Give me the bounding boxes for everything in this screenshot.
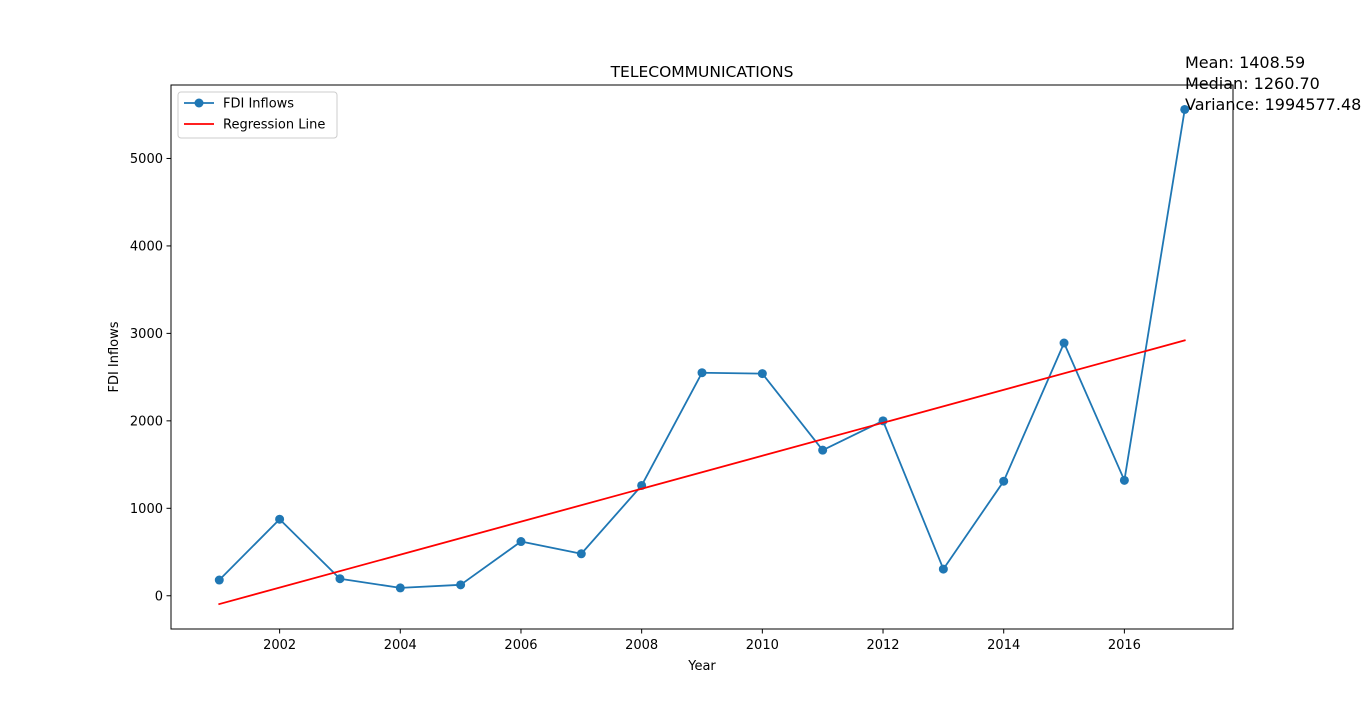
plot-frame: [170, 84, 1234, 630]
y-tick-label: 1000: [130, 502, 163, 517]
fdi-inflows-point: [697, 368, 707, 378]
y-axis-label: FDI Inflows: [107, 321, 122, 392]
legend-fdi-label: FDI Inflows: [223, 97, 294, 112]
legend-regression-label: Regression Line: [223, 118, 325, 133]
stats-median: Median: 1260.70: [1185, 74, 1320, 93]
fdi-inflows-point: [757, 369, 767, 379]
fdi-inflows-point: [1119, 475, 1129, 485]
regression-line: [218, 339, 1186, 606]
fdi-inflows-point: [1059, 338, 1069, 348]
x-tick-label: 2004: [384, 638, 417, 653]
fdi-inflows-point: [818, 445, 828, 455]
fdi-inflows-point: [275, 514, 285, 524]
fdi-inflows-point: [999, 476, 1009, 486]
chart-title: TELECOMMUNICATIONS: [610, 63, 794, 81]
x-axis-ticks: 2002 2004 2006 2008 2010 2012 2014 2016: [263, 629, 1141, 653]
fdi-inflows-point: [335, 574, 345, 584]
x-tick-label: 2014: [987, 638, 1020, 653]
y-axis-ticks: 0 1000 2000 3000 4000 5000: [130, 152, 171, 604]
y-tick-label: 2000: [130, 414, 163, 429]
stats-mean: Mean: 1408.59: [1185, 53, 1305, 72]
y-tick-label: 5000: [130, 152, 163, 167]
y-tick-label: 4000: [130, 239, 163, 254]
fdi-inflows-point: [214, 575, 224, 585]
x-tick-label: 2008: [625, 638, 658, 653]
stats-variance: Variance: 1994577.48: [1185, 95, 1361, 114]
legend-box: [177, 91, 338, 139]
x-tick-label: 2006: [504, 638, 537, 653]
legend: FDI Inflows Regression Line: [177, 91, 338, 139]
legend-fdi-marker: [194, 98, 204, 108]
fdi-inflows-point: [938, 564, 948, 574]
fdi-inflows-point: [516, 537, 526, 547]
fdi-inflows-point: [1180, 104, 1190, 114]
x-tick-label: 2016: [1108, 638, 1141, 653]
fdi-inflows-point: [395, 583, 405, 593]
x-tick-label: 2010: [746, 638, 779, 653]
plot-area: [214, 104, 1190, 606]
fdi-inflows-point: [456, 580, 466, 590]
y-tick-label: 3000: [130, 327, 163, 342]
stats-annotation: Mean: 1408.59 Median: 1260.70 Variance: …: [1185, 53, 1361, 114]
x-tick-label: 2002: [263, 638, 296, 653]
series-layer: [214, 104, 1190, 606]
x-tick-label: 2012: [866, 638, 899, 653]
fdi-inflows-point: [576, 549, 586, 559]
x-axis-label: Year: [687, 659, 716, 674]
y-tick-label: 0: [155, 589, 163, 604]
